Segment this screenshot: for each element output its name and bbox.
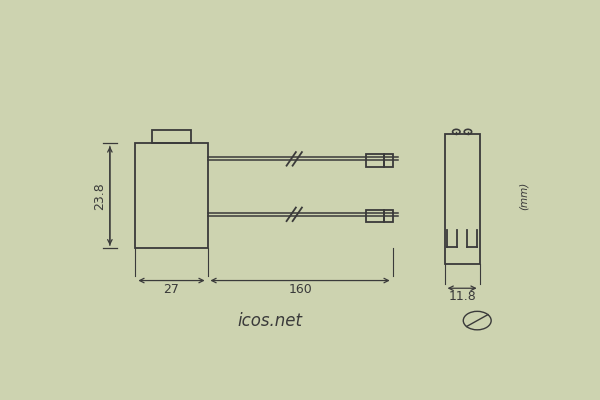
Text: (mm): (mm)	[519, 182, 529, 210]
Bar	[445, 134, 479, 264]
Text: 11.8: 11.8	[448, 290, 476, 303]
Bar	[152, 130, 191, 144]
Bar	[365, 154, 384, 166]
Bar	[384, 210, 392, 222]
Text: 160: 160	[288, 283, 312, 296]
Bar	[384, 154, 392, 166]
Text: 23.8: 23.8	[93, 182, 106, 210]
Text: icos.net: icos.net	[238, 312, 303, 330]
Text: 27: 27	[164, 283, 179, 296]
Bar	[365, 210, 384, 222]
Bar	[136, 144, 208, 248]
